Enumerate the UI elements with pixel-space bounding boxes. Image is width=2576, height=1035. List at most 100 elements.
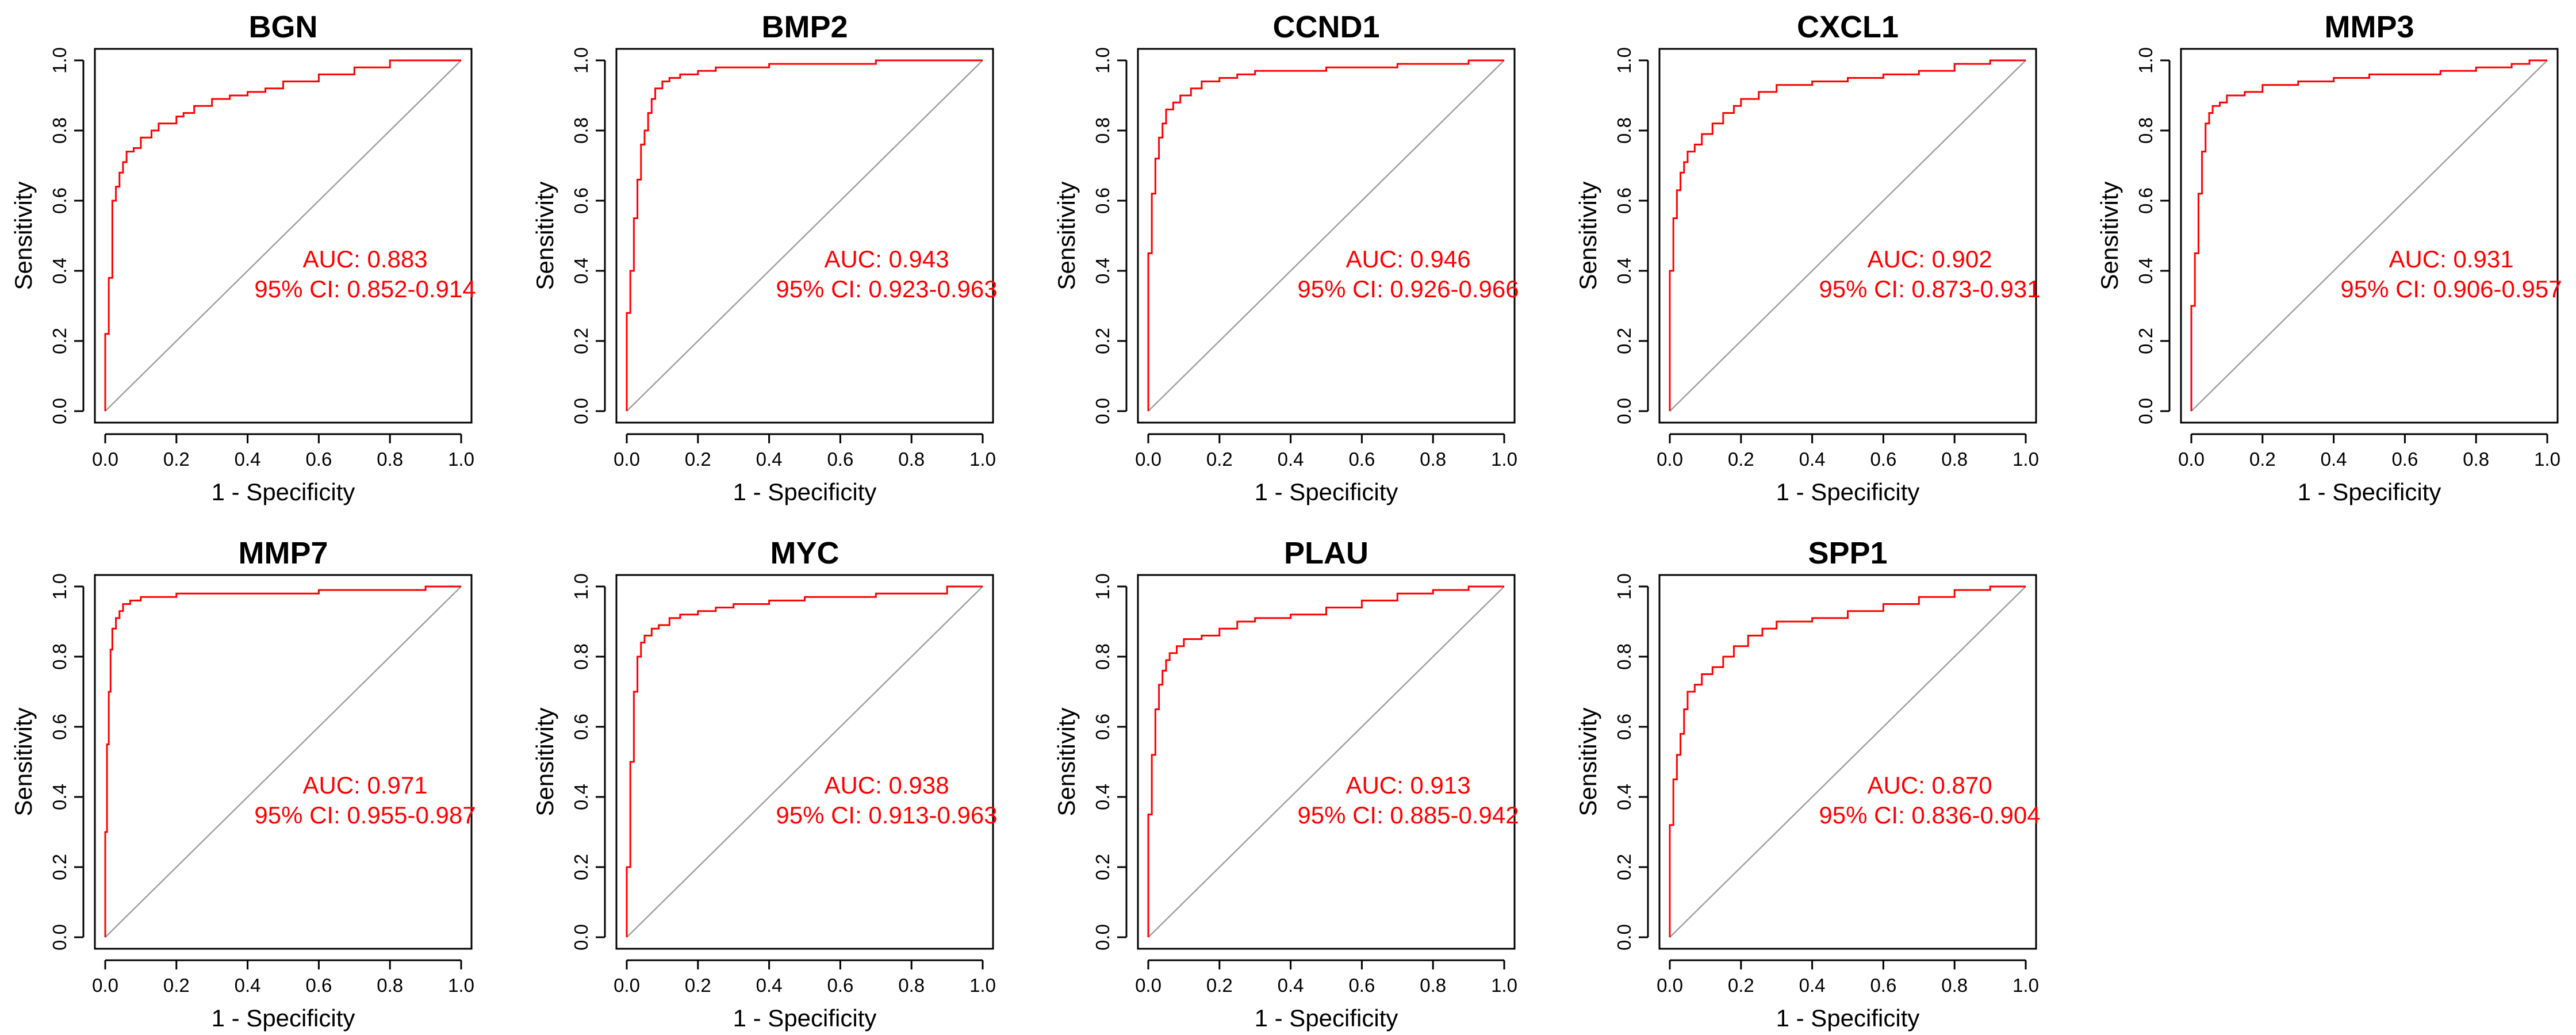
panel-6-y-tick-label-3: 0.6 bbox=[570, 714, 592, 740]
panel-4-y-tick-label-2: 0.4 bbox=[2135, 258, 2156, 284]
panel-6-y-tick-label-2: 0.4 bbox=[570, 784, 592, 810]
panel-6-y-tick-label-0: 0.0 bbox=[570, 924, 592, 950]
panel-0-y-axis-label: Sensitivity bbox=[10, 181, 37, 290]
panel-3-x-tick-label-3: 0.6 bbox=[1870, 448, 1896, 470]
panel-2-x-tick-label-2: 0.4 bbox=[1278, 448, 1304, 470]
panel-5-x-tick-label-4: 0.8 bbox=[377, 975, 403, 996]
panel-8-y-tick-label-4: 0.8 bbox=[1613, 643, 1635, 670]
panel-8-title: SPP1 bbox=[1808, 536, 1887, 570]
panel-7-y-tick-label-1: 0.2 bbox=[1092, 854, 1113, 880]
panel-3-diagonal-line bbox=[1669, 60, 2026, 412]
panel-0-y-tick-label-0: 0.0 bbox=[49, 398, 70, 424]
panel-7-x-tick-label-5: 1.0 bbox=[1491, 975, 1517, 996]
panel-7-x-axis-label: 1 - Specificity bbox=[1255, 1005, 1398, 1032]
panel-0-x-axis-label: 1 - Specificity bbox=[212, 478, 355, 505]
panel-3-x-tick-label-4: 0.8 bbox=[1941, 448, 1968, 470]
panel-2-auc-label: AUC: 0.946 bbox=[1346, 246, 1470, 273]
panel-8-x-tick-label-3: 0.6 bbox=[1870, 975, 1896, 996]
panel-0-auc-label: AUC: 0.883 bbox=[302, 246, 427, 273]
panel-6-x-tick-label-4: 0.8 bbox=[898, 975, 925, 996]
panel-8-auc-label: AUC: 0.870 bbox=[1867, 772, 1992, 799]
panel-7-y-tick-label-0: 0.0 bbox=[1092, 924, 1113, 950]
panel-5-x-axis-label: 1 - Specificity bbox=[212, 1005, 355, 1032]
panel-6-x-axis-label: 1 - Specificity bbox=[733, 1005, 877, 1032]
panel-1-auc-label: AUC: 0.943 bbox=[824, 246, 949, 273]
panel-0-ci-label: 95% CI: 0.852-0.914 bbox=[254, 275, 476, 302]
panel-2-x-tick-label-3: 0.6 bbox=[1348, 448, 1375, 470]
panel-1-x-tick-label-2: 0.4 bbox=[756, 448, 783, 470]
panel-7-x-tick-label-0: 0.0 bbox=[1135, 975, 1162, 996]
panel-0-y-tick-label-3: 0.6 bbox=[49, 187, 70, 214]
panel-6-y-tick-label-1: 0.2 bbox=[570, 854, 592, 880]
panel-0-y-tick-label-5: 1.0 bbox=[49, 47, 70, 74]
panel-1-x-tick-label-5: 1.0 bbox=[969, 448, 996, 470]
panel-8-y-tick-label-2: 0.4 bbox=[1613, 784, 1635, 810]
panel-7-x-tick-label-4: 0.8 bbox=[1420, 975, 1446, 996]
panel-0-title: BGN bbox=[249, 10, 318, 44]
panel-7-x-tick-label-1: 0.2 bbox=[1206, 975, 1233, 996]
panel-1-ci-label: 95% CI: 0.923-0.963 bbox=[776, 275, 997, 302]
panel-5-diagonal-line bbox=[105, 586, 462, 938]
panel-5-ci-label: 95% CI: 0.955-0.987 bbox=[254, 802, 476, 829]
panel-5-plot-frame bbox=[94, 574, 473, 950]
panel-0-x-tick-label-5: 1.0 bbox=[448, 448, 474, 470]
panel-2-title: CCND1 bbox=[1272, 10, 1379, 44]
panel-4-auc-label: AUC: 0.931 bbox=[2389, 246, 2513, 273]
panel-8-ci-label: 95% CI: 0.836-0.904 bbox=[1819, 802, 2040, 829]
panel-1-y-tick-label-4: 0.8 bbox=[570, 117, 592, 144]
panel-4-y-tick-label-4: 0.8 bbox=[2135, 117, 2156, 144]
panel-6-plot-frame bbox=[615, 574, 994, 950]
panel-1-x-tick-label-3: 0.6 bbox=[827, 448, 853, 470]
panel-0-plot-frame bbox=[94, 48, 473, 424]
panel-6-ci-label: 95% CI: 0.913-0.963 bbox=[776, 802, 997, 829]
panel-7-roc-curve bbox=[1147, 585, 1504, 937]
panel-4-x-tick-label-5: 1.0 bbox=[2534, 448, 2560, 470]
panel-4-y-tick-label-1: 0.2 bbox=[2135, 328, 2156, 354]
panel-4-x-axis-label: 1 - Specificity bbox=[2298, 478, 2441, 505]
panel-8-x-tick-label-1: 0.2 bbox=[1728, 975, 1754, 996]
panel-5-x-tick-label-5: 1.0 bbox=[448, 975, 474, 996]
panel-2-y-tick-label-2: 0.4 bbox=[1092, 258, 1113, 284]
panel-6-y-tick-label-5: 1.0 bbox=[570, 573, 592, 600]
panel-3-roc-curve bbox=[1669, 59, 2026, 411]
panel-2-x-tick-label-1: 0.2 bbox=[1206, 448, 1233, 470]
panel-2-y-tick-label-0: 0.0 bbox=[1092, 398, 1113, 424]
panel-3-x-tick-label-0: 0.0 bbox=[1657, 448, 1683, 470]
panel-5-x-tick-label-1: 0.2 bbox=[163, 975, 190, 996]
panel-4-ci-label: 95% CI: 0.906-0.957 bbox=[2340, 275, 2562, 302]
panel-5-x-tick-label-3: 0.6 bbox=[305, 975, 332, 996]
panel-2-plot-frame bbox=[1137, 48, 1516, 424]
panel-1-x-tick-label-0: 0.0 bbox=[614, 448, 640, 470]
panel-0-x-tick-label-2: 0.4 bbox=[235, 448, 261, 470]
panel-2-x-tick-label-5: 1.0 bbox=[1491, 448, 1517, 470]
panel-2-y-tick-label-5: 1.0 bbox=[1092, 47, 1113, 74]
panel-0-y-tick-label-1: 0.2 bbox=[49, 328, 70, 354]
panel-7-y-tick-label-3: 0.6 bbox=[1092, 714, 1113, 740]
panel-2-x-tick-label-0: 0.0 bbox=[1135, 448, 1162, 470]
panel-8-x-axis-label: 1 - Specificity bbox=[1776, 1005, 1920, 1032]
panel-1-diagonal-line bbox=[626, 60, 983, 412]
panel-0-x-tick-label-0: 0.0 bbox=[92, 448, 118, 470]
panel-4-y-tick-label-3: 0.6 bbox=[2135, 187, 2156, 214]
panel-7-ci-label: 95% CI: 0.885-0.942 bbox=[1297, 802, 1519, 829]
panel-8-plot-frame bbox=[1658, 574, 2037, 950]
panel-5-title: MMP7 bbox=[238, 536, 328, 570]
panel-3-y-axis-label: Sensitivity bbox=[1574, 181, 1601, 290]
panel-6-x-tick-label-1: 0.2 bbox=[685, 975, 711, 996]
panel-4-title: MMP3 bbox=[2324, 10, 2414, 44]
panel-1-roc-curve bbox=[626, 59, 983, 411]
panel-5-y-tick-label-2: 0.4 bbox=[49, 784, 70, 810]
panel-3-x-axis-label: 1 - Specificity bbox=[1776, 478, 1920, 505]
panel-3-y-tick-label-4: 0.8 bbox=[1613, 117, 1635, 144]
panel-5-x-tick-label-0: 0.0 bbox=[92, 975, 118, 996]
panel-6-roc-curve bbox=[626, 585, 983, 937]
panel-5-y-axis-label: Sensitivity bbox=[10, 707, 37, 816]
panel-8-x-tick-label-4: 0.8 bbox=[1941, 975, 1968, 996]
panel-7-y-tick-label-5: 1.0 bbox=[1092, 573, 1113, 600]
panel-2-y-axis-label: Sensitivity bbox=[1053, 181, 1080, 290]
panel-3-y-tick-label-0: 0.0 bbox=[1613, 398, 1635, 424]
panel-4-y-axis-label: Sensitivity bbox=[2096, 181, 2123, 290]
panel-6-auc-label: AUC: 0.938 bbox=[824, 772, 949, 799]
panel-0-y-tick-label-2: 0.4 bbox=[49, 258, 70, 284]
